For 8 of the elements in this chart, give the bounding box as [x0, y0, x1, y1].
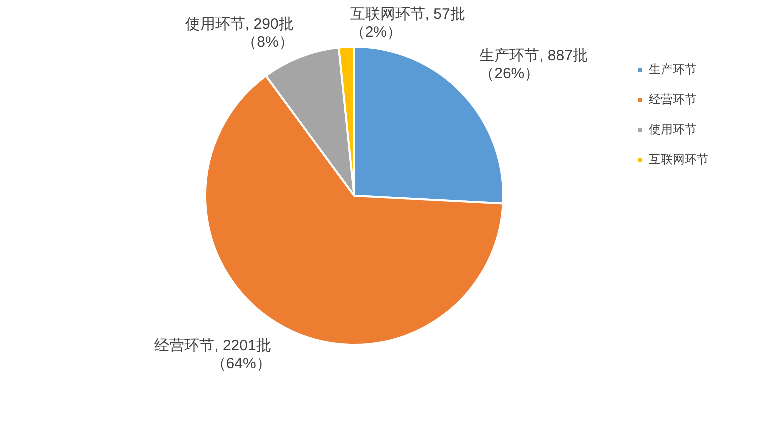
legend-label: 互联网环节 [649, 152, 709, 166]
legend-label: 使用环节 [649, 122, 697, 136]
data-label: 经营环节, 2201批（64%） [154, 338, 272, 373]
data-label: 使用环节, 290批（8%） [185, 16, 294, 52]
data-label: 互联网环节, 57批（2%） [350, 6, 466, 41]
legend-label: 生产环节 [649, 62, 697, 76]
legend-label: 经营环节 [649, 92, 697, 106]
data-label: 生产环节, 887批（26%） [480, 48, 588, 83]
